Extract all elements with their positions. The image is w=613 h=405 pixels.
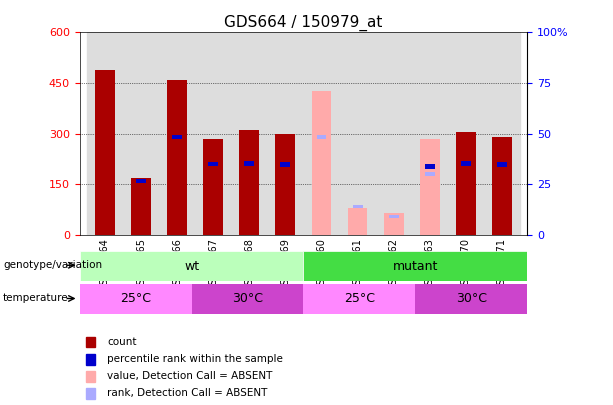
- Bar: [86, 337, 95, 347]
- Bar: [167, 80, 187, 235]
- Bar: [352, 205, 362, 208]
- Bar: [131, 177, 151, 235]
- Bar: [484, 32, 520, 235]
- Bar: [412, 32, 447, 235]
- Bar: [172, 135, 182, 139]
- Text: count: count: [107, 337, 137, 347]
- Bar: [275, 134, 295, 235]
- Bar: [231, 32, 267, 235]
- Bar: [456, 132, 476, 235]
- Bar: [191, 284, 303, 314]
- Bar: [340, 32, 376, 235]
- Bar: [86, 388, 95, 399]
- Bar: [123, 32, 159, 235]
- Bar: [303, 251, 527, 281]
- Bar: [416, 284, 527, 314]
- Text: percentile rank within the sample: percentile rank within the sample: [107, 354, 283, 364]
- Bar: [425, 164, 435, 169]
- Bar: [303, 32, 340, 235]
- Text: 30°C: 30°C: [455, 292, 487, 305]
- Bar: [425, 173, 435, 176]
- Bar: [80, 251, 303, 281]
- Bar: [420, 139, 440, 235]
- Bar: [86, 371, 95, 382]
- Bar: [447, 32, 484, 235]
- Bar: [240, 130, 259, 235]
- Bar: [461, 161, 471, 166]
- Bar: [280, 162, 291, 167]
- Bar: [389, 215, 398, 218]
- Bar: [303, 284, 415, 314]
- Bar: [348, 208, 367, 235]
- Text: mutant: mutant: [392, 260, 438, 273]
- Text: 25°C: 25°C: [120, 292, 151, 305]
- Bar: [376, 32, 412, 235]
- Text: 30°C: 30°C: [232, 292, 263, 305]
- Bar: [95, 70, 115, 235]
- Bar: [195, 32, 231, 235]
- Bar: [208, 162, 218, 166]
- Bar: [87, 32, 123, 235]
- Bar: [80, 284, 191, 314]
- Bar: [204, 139, 223, 235]
- Bar: [492, 137, 512, 235]
- Bar: [136, 179, 146, 183]
- Bar: [159, 32, 195, 235]
- Bar: [86, 354, 95, 365]
- Text: wt: wt: [184, 260, 199, 273]
- Bar: [384, 213, 403, 235]
- Bar: [245, 161, 254, 166]
- Text: 25°C: 25°C: [344, 292, 375, 305]
- Bar: [316, 135, 327, 139]
- Bar: [267, 32, 303, 235]
- Bar: [497, 162, 507, 167]
- Text: rank, Detection Call = ABSENT: rank, Detection Call = ABSENT: [107, 388, 268, 398]
- Text: genotype/variation: genotype/variation: [3, 260, 102, 270]
- Bar: [311, 92, 332, 235]
- Text: temperature: temperature: [3, 294, 69, 303]
- Title: GDS664 / 150979_at: GDS664 / 150979_at: [224, 15, 383, 31]
- Text: value, Detection Call = ABSENT: value, Detection Call = ABSENT: [107, 371, 273, 381]
